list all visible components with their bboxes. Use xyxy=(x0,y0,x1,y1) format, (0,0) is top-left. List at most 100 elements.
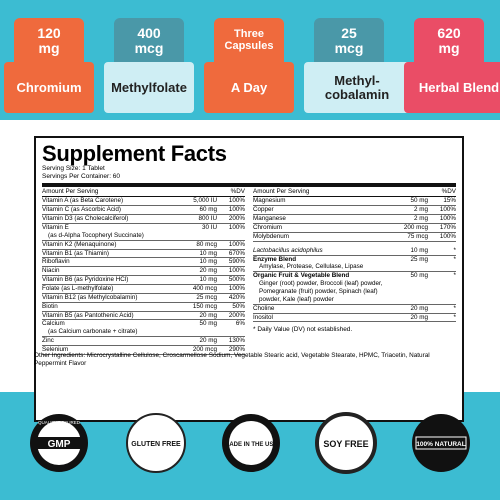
nutrient-dv: 170% xyxy=(439,223,456,231)
nutrient-dv: 100% xyxy=(228,267,245,275)
nutrient-amount: 50 mg xyxy=(410,197,428,205)
nutrient-detail: (as Calcium carbonate + citrate) xyxy=(48,328,138,336)
nutrient-amount: 60 mg xyxy=(199,206,217,214)
right-column: Amount Per Serving %DV Magnesium 50 mg 15%… xyxy=(253,187,456,354)
nutrient-amount: 25 mg xyxy=(410,255,428,263)
enzyme-row: Enzyme Blend Amylase, Protease, Cellulas… xyxy=(253,256,456,273)
nutrient-dv: 100% xyxy=(439,232,456,240)
nutrient-name: Zinc xyxy=(42,337,173,345)
badge-unit: Capsules xyxy=(224,40,274,52)
nutrient-dv: 500% xyxy=(228,276,245,284)
badge-methylcobalamin: 25 mcg Methyl-cobalamin xyxy=(304,18,410,113)
nutrient-amount: 10 mg xyxy=(199,276,217,284)
nutrient-amount: 200 mcg xyxy=(192,345,217,353)
nutrient-row: Vitamin C (as Ascorbic Acid) 60 mg 100% xyxy=(42,206,245,216)
nutrient-row: Riboflavin 10 mg 590% xyxy=(42,258,245,268)
nutrient-dv: 420% xyxy=(228,293,245,301)
nutrient-name-text: Magnesium xyxy=(253,197,286,205)
nutrient-name: Selenium xyxy=(42,346,173,354)
badge-tab: Three Capsules xyxy=(214,18,284,64)
nutrient-dv: 130% xyxy=(228,337,245,345)
nutrient-dv: 50% xyxy=(232,302,245,310)
badge-label: Methyl-cobalamin xyxy=(304,62,410,113)
nutrient-row: Vitamin B6 (as Pyridoxine HCl) 10 mg 500% xyxy=(42,276,245,285)
nutrient-name-text: Vitamin B5 (as Pantothenic Acid) xyxy=(42,311,134,319)
nutrient-dv: * xyxy=(453,313,456,321)
nutrient-name-text: Vitamin D3 (as Cholecalciferol) xyxy=(42,215,129,223)
nutrient-name: Calcium (as Calcium carbonate + citrate) xyxy=(42,320,173,336)
nutrient-amount: 20 mg xyxy=(199,337,217,345)
nutrient-row: Vitamin B12 (as Methylcobalamin) 25 mcg 42… xyxy=(42,294,245,303)
inositol-row: Inositol 20 mg * xyxy=(253,314,456,323)
badge-methylfolate: 400 mcg Methylfolate xyxy=(104,18,194,113)
nutrient-amount: 50 mg xyxy=(199,320,217,328)
nutrient-row: Molybdenum 75 mcg 100% xyxy=(253,233,456,242)
probiotic-row: Lactobacillus acidophilus 10 mg * xyxy=(253,247,456,256)
nutrient-name: Vitamin C (as Ascorbic Acid) xyxy=(42,206,173,214)
nutrient-amount: 20 mg xyxy=(199,311,217,319)
nutrient-name-text: Vitamin C (as Ascorbic Acid) xyxy=(42,206,121,214)
nutrient-name-text: Calcium xyxy=(42,320,65,328)
nutrient-row: Niacin 20 mg 100% xyxy=(42,267,245,277)
header-dv: %DV xyxy=(230,188,245,196)
nutrient-name: Vitamin B1 (as Thiamin) xyxy=(42,250,173,258)
nutrient-amount: 2 mg xyxy=(414,206,428,214)
nutrient-name: Vitamin E (as d-Alpha Tocopheryl Succinat… xyxy=(42,224,173,240)
nutrient-name: Magnesium xyxy=(253,197,384,205)
badge-herbal-blend: 620 mg Herbal Blend xyxy=(404,18,500,113)
badge-label: Chromium xyxy=(4,62,94,113)
nutrient-name-text: Niacin xyxy=(42,267,60,275)
badge-label: Methylfolate xyxy=(104,62,194,113)
nutrient-name: Vitamin B5 (as Pantothenic Acid) xyxy=(42,312,173,320)
nutrient-name-text: Copper xyxy=(253,206,274,214)
nutrient-name-text: Vitamin B6 (as Pyridoxine HCl) xyxy=(42,276,129,284)
nutrient-name-text: Riboflavin xyxy=(42,258,70,266)
seal-text: GLUTEN FREE xyxy=(131,441,181,448)
nutrient-name: Organic Fruit & Vegetable Blend xyxy=(253,272,350,280)
nutrient-amount: 20 mg xyxy=(410,304,428,312)
nutrient-amount: 30 IU xyxy=(201,223,217,231)
nutrient-name-text: Chromium xyxy=(253,223,283,231)
nutrient-name: Biotin xyxy=(42,303,173,311)
nutrient-amount: 10 mg xyxy=(410,246,428,254)
nutrient-name-text: Vitamin E xyxy=(42,223,69,231)
badge-label: Herbal Blend xyxy=(404,62,500,113)
nutrient-detail: (as d-Alpha Tocopheryl Succinate) xyxy=(48,231,144,239)
nutrient-row: Vitamin B1 (as Thiamin) 10 mg 670% xyxy=(42,250,245,259)
nutrient-dv: * xyxy=(453,304,456,312)
nutrient-dv: 15% xyxy=(443,197,456,205)
nutrient-dv: 200% xyxy=(228,311,245,319)
facts-title: Supplement Facts xyxy=(42,141,227,166)
nutrient-amount: 10 mg xyxy=(199,249,217,257)
nutrient-name: Chromium xyxy=(253,224,384,232)
nutrient-amount: 80 mcg xyxy=(196,240,217,248)
nutrient-detail: Ginger (root) powder, Broccoli (leaf) po… xyxy=(259,280,383,303)
header-dv: %DV xyxy=(441,188,456,196)
nutrient-name: Niacin xyxy=(42,267,173,275)
nutrient-name: Vitamin A (as Beta Carotene) xyxy=(42,197,173,205)
nutrient-name-text: Vitamin B12 (as Methylcobalamin) xyxy=(42,293,138,301)
badge-tab: 400 mcg xyxy=(114,18,184,64)
supplement-facts-panel: Supplement Facts Serving Size: 1 Tablet … xyxy=(34,136,464,422)
nutrient-row: Vitamin E (as d-Alpha Tocopheryl Succinat… xyxy=(42,224,245,241)
badge-unit: mg xyxy=(38,40,60,56)
badge-amount: 400 xyxy=(137,25,161,42)
column-header: Amount Per Serving %DV xyxy=(42,187,245,198)
nutrient-name: Vitamin D3 (as Cholecalciferol) xyxy=(42,215,173,223)
nutrient-amount: 150 mcg xyxy=(192,302,217,310)
nutrient-amount: 200 mcg xyxy=(403,223,428,231)
nutrient-amount: 2 mg xyxy=(414,215,428,223)
nutrient-row: Calcium (as Calcium carbonate + citrate) 5… xyxy=(42,320,245,338)
nutrient-name-text: Zinc xyxy=(42,337,54,345)
badge-chromium: 120 mg Chromium xyxy=(4,18,94,113)
header-amount: Amount Per Serving xyxy=(42,188,99,196)
nutrient-name-text: Biotin xyxy=(42,302,58,310)
nutrient-dv: 200% xyxy=(228,215,245,223)
badge-amount: Three xyxy=(234,28,264,41)
badge-tab: 620 mg xyxy=(414,18,484,64)
nutrient-dv: * xyxy=(453,246,456,254)
nutrient-amount: 25 mcg xyxy=(196,293,217,301)
nutrient-row: Selenium 200 mcg 290% xyxy=(42,346,245,355)
nutrient-name: Inositol xyxy=(253,313,273,321)
nutrient-row: Vitamin A (as Beta Carotene) 5,000 IU 100% xyxy=(42,197,245,207)
